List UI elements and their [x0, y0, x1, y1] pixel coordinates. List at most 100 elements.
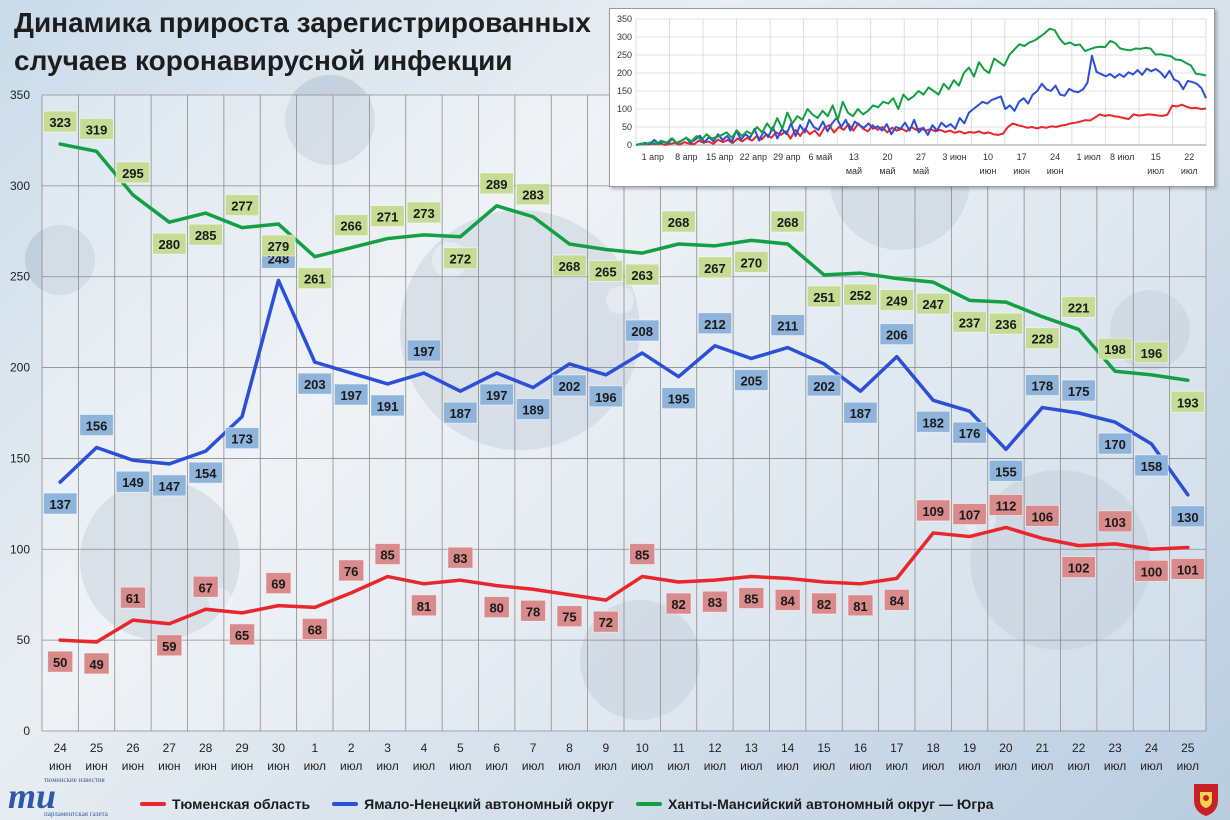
data-label-box-tyumen — [738, 587, 765, 609]
data-label-box-yamal — [515, 398, 551, 420]
data-label-tyumen: 80 — [489, 601, 503, 616]
inset-x-tick-label: 8 апр — [675, 152, 697, 162]
x-tick-label: 1 — [311, 741, 318, 755]
x-tick-sublabel: июл — [958, 759, 980, 773]
data-label-box-tyumen — [556, 605, 583, 628]
data-label-box-yamal — [334, 383, 369, 406]
data-label-box-yamal — [843, 401, 878, 424]
x-tick-sublabel: июн — [122, 759, 144, 773]
data-label-tyumen: 72 — [599, 615, 613, 630]
data-label-box-khmao — [188, 223, 223, 246]
data-label-box-khmao — [879, 289, 914, 311]
data-label-khmao: 295 — [122, 166, 144, 181]
data-label-box-yamal — [1061, 379, 1096, 402]
data-label-yamal: 205 — [740, 373, 762, 388]
x-tick-sublabel: июл — [704, 759, 726, 773]
x-tick-label: 17 — [890, 741, 904, 755]
x-tick-label: 19 — [963, 741, 977, 755]
data-label-box-yamal — [697, 312, 733, 335]
data-label-box-khmao — [479, 172, 514, 195]
legend-label-yamal: Ямало-Ненецкий автономный округ — [364, 796, 615, 812]
data-label-box-yamal — [770, 314, 805, 336]
inset-y-tick-label: 250 — [617, 50, 632, 60]
data-label-yamal: 197 — [486, 388, 508, 403]
data-label-khmao: 268 — [559, 259, 581, 274]
x-tick-sublabel: июл — [522, 759, 544, 773]
x-tick-label: 8 — [566, 741, 573, 755]
legend-label-khmao: Ханты-Мансийский автономный округ — Югра — [668, 796, 994, 812]
x-tick-sublabel: июн — [231, 759, 253, 773]
data-label-box-tyumen — [811, 592, 837, 615]
data-label-box-yamal — [115, 470, 151, 493]
x-tick-sublabel: июн — [267, 759, 289, 773]
x-tick-label: 7 — [530, 741, 537, 755]
data-label-khmao: 268 — [777, 215, 799, 230]
x-tick-sublabel: июн — [158, 759, 180, 773]
data-label-box-khmao — [916, 292, 951, 315]
x-tick-sublabel: июл — [1140, 759, 1162, 773]
x-tick-sublabel: июл — [1104, 759, 1126, 773]
y-tick-label: 100 — [10, 542, 30, 556]
data-label-box-khmao — [1025, 327, 1060, 350]
data-label-box-khmao — [552, 254, 587, 277]
x-tick-sublabel: июл — [776, 759, 798, 773]
data-label-yamal: 156 — [86, 419, 108, 434]
data-label-box-tyumen — [156, 634, 183, 657]
series-line-yamal — [58, 278, 1190, 497]
x-tick-label: 28 — [199, 741, 213, 755]
x-tick-sublabel: июн — [195, 759, 217, 773]
data-label-box-yamal — [952, 421, 987, 444]
x-tick-label: 12 — [708, 741, 722, 755]
data-label-khmao: 279 — [268, 239, 290, 254]
data-label-khmao: 273 — [413, 206, 435, 221]
x-tick-label: 3 — [384, 741, 391, 755]
data-label-tyumen: 83 — [708, 595, 722, 610]
inset-y-tick-label: 350 — [617, 14, 632, 24]
data-label-box-tyumen — [374, 543, 401, 565]
data-label-khmao: 272 — [449, 252, 471, 267]
inset-x-tick-label: 15 — [1151, 152, 1161, 162]
data-label-box-khmao — [661, 210, 696, 233]
data-label-tyumen: 59 — [162, 639, 176, 654]
inset-x-tick-sublabel: июн — [1047, 166, 1064, 176]
data-label-box-tyumen — [47, 650, 74, 673]
x-tick-label: 15 — [817, 741, 831, 755]
data-label-yamal: 176 — [959, 426, 981, 441]
x-tick-sublabel: июл — [740, 759, 762, 773]
data-label-tyumen: 75 — [562, 610, 576, 625]
data-label-box-tyumen — [916, 499, 951, 522]
x-tick-label: 6 — [493, 741, 500, 755]
data-label-box-yamal — [188, 461, 223, 484]
y-tick-label: 200 — [10, 361, 30, 375]
data-label-yamal: 182 — [922, 415, 944, 430]
data-label-box-khmao — [152, 232, 187, 255]
inset-y-tick-label: 150 — [617, 86, 632, 96]
data-label-box-yamal — [43, 492, 78, 515]
x-tick-label: 5 — [457, 741, 464, 755]
data-label-box-tyumen — [1061, 556, 1096, 579]
x-tick-sublabel: июл — [485, 759, 507, 773]
inset-y-tick-label: 200 — [617, 68, 632, 78]
data-label-box-khmao — [406, 201, 442, 224]
data-label-khmao: 271 — [377, 210, 399, 225]
data-label-tyumen: 84 — [890, 593, 905, 608]
inset-x-tick-sublabel: май — [913, 166, 929, 176]
x-tick-sublabel: июл — [558, 759, 580, 773]
data-label-tyumen: 78 — [526, 604, 540, 619]
data-label-khmao: 280 — [158, 237, 180, 252]
x-tick-label: 16 — [854, 741, 868, 755]
data-label-box-yamal — [479, 383, 514, 406]
inset-x-tick-sublabel: июн — [1013, 166, 1030, 176]
data-label-khmao: 263 — [631, 268, 653, 283]
data-label-khmao: 249 — [886, 294, 908, 309]
data-label-tyumen: 76 — [344, 564, 358, 579]
x-tick-label: 22 — [1072, 741, 1086, 755]
data-label-box-khmao — [843, 283, 878, 306]
data-label-box-yamal — [879, 323, 914, 346]
x-tick-label: 24 — [54, 741, 68, 755]
data-label-yamal: 155 — [995, 464, 1017, 479]
inset-x-tick-label: 1 апр — [642, 152, 664, 162]
inset-x-tick-label: 8 июл — [1110, 152, 1134, 162]
inset-series-line-khmao — [635, 27, 1207, 146]
x-tick-sublabel: июл — [1177, 759, 1199, 773]
